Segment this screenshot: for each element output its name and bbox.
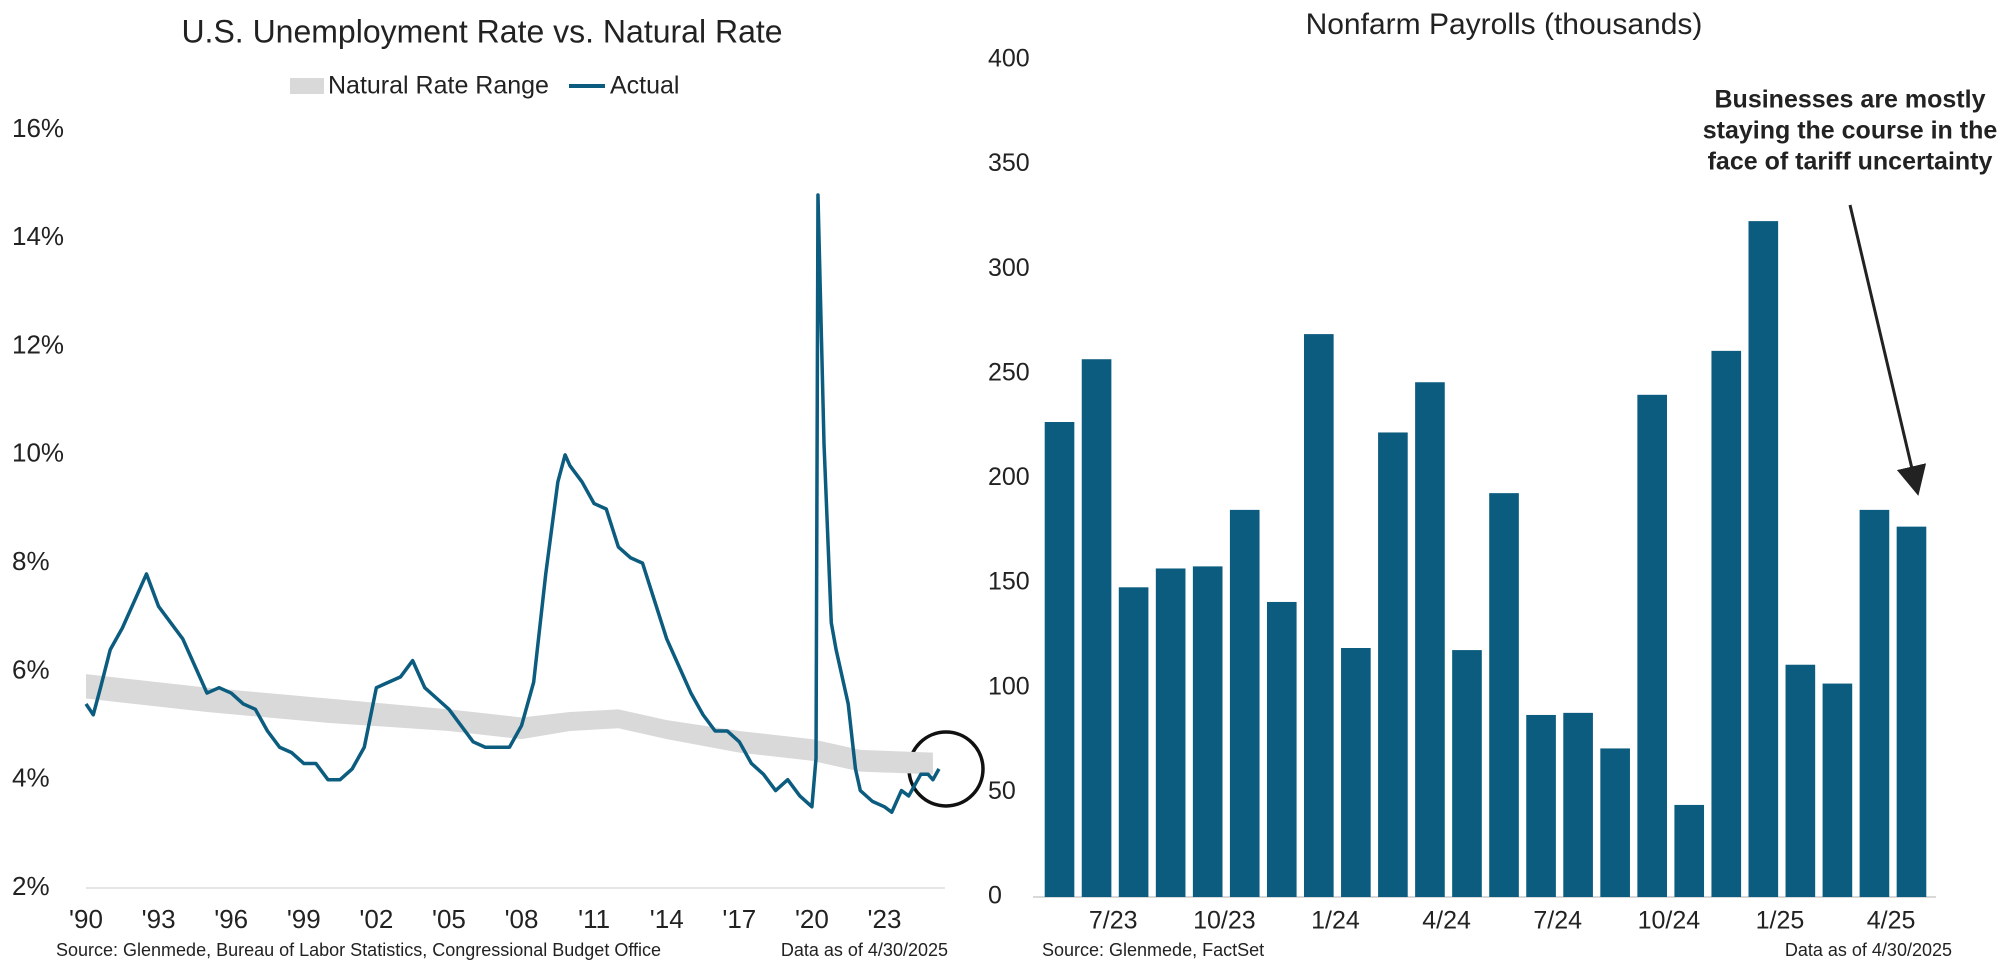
source: Source: Glenmede, Bureau of Labor Statis…: [56, 940, 661, 960]
x-tick-label: 7/23: [1089, 907, 1138, 935]
annotation: Businesses are mostly: [1715, 86, 1986, 114]
x-tick-label: 1/25: [1756, 907, 1805, 935]
y-tick-label: 14%: [12, 221, 64, 251]
x-tick-label: 10/23: [1193, 907, 1256, 935]
bar: [1266, 601, 1297, 897]
bar: [1674, 804, 1705, 897]
y-tick-label: 300: [988, 254, 1030, 282]
note: Data as of 4/30/2025: [781, 940, 948, 960]
natural-rate-band: [86, 674, 933, 775]
bar: [1155, 568, 1186, 897]
x-tick-label: '02: [359, 904, 393, 934]
y-tick-label: 12%: [12, 329, 64, 359]
y-tick-label: 350: [988, 149, 1030, 177]
x-tick-label: '99: [287, 904, 321, 934]
bar: [1637, 394, 1668, 897]
bar: [1303, 334, 1334, 897]
bar: [1378, 432, 1408, 897]
x-tick-label: '05: [432, 904, 466, 934]
y-tick-label: 10%: [12, 438, 64, 468]
chart-title: U.S. Unemployment Rate vs. Natural Rate: [181, 13, 782, 49]
x-tick-label: 10/24: [1638, 907, 1701, 935]
bar: [1044, 422, 1075, 897]
annotation-arrow: [1848, 204, 1927, 496]
y-tick-label: 0: [988, 882, 1002, 910]
note: Data as of 4/30/2025: [1785, 940, 1952, 960]
x-tick-label: '17: [722, 904, 756, 934]
bar: [1896, 526, 1927, 897]
actual-line: [84, 193, 941, 814]
bar: [1748, 221, 1779, 897]
bar: [1229, 509, 1260, 897]
y-tick-label: 400: [988, 45, 1030, 73]
x-tick-label: '93: [142, 904, 176, 934]
x-tick-label: '96: [214, 904, 248, 934]
bar: [1489, 493, 1519, 897]
bar: [1563, 712, 1593, 897]
bar: [1785, 664, 1816, 897]
bar: [1600, 748, 1630, 897]
bar: [1081, 359, 1112, 897]
annotation: staying the course in the: [1703, 117, 1998, 145]
y-tick-label: 100: [988, 672, 1030, 700]
bar: [1822, 683, 1853, 897]
y-tick-label: 50: [988, 777, 1016, 805]
bar: [1452, 650, 1482, 897]
bar: [1192, 566, 1223, 897]
x-tick-label: '20: [795, 904, 829, 934]
x-tick-label: 1/24: [1311, 907, 1360, 935]
x-tick-label: '14: [650, 904, 684, 934]
chart-title: Nonfarm Payrolls (thousands): [1306, 8, 1703, 41]
y-tick-label: 150: [988, 568, 1030, 596]
y-tick-label: 6%: [12, 654, 50, 684]
legend-label: Natural Rate Range: [328, 72, 549, 100]
x-tick-label: 7/24: [1533, 907, 1582, 935]
x-tick-label: '11: [578, 904, 610, 934]
bar: [1526, 714, 1556, 897]
y-tick-label: 8%: [12, 546, 50, 576]
bar: [1341, 647, 1371, 897]
annotation: face of tariff uncertainty: [1708, 148, 1993, 176]
bar: [1711, 350, 1742, 897]
y-tick-label: 16%: [12, 113, 64, 143]
legend-swatch: [290, 78, 324, 94]
x-tick-label: '08: [505, 904, 539, 934]
bar: [1859, 509, 1890, 897]
bar: [1118, 587, 1149, 897]
legend-label: Actual: [610, 72, 679, 100]
source: Source: Glenmede, FactSet: [1042, 940, 1264, 960]
y-tick-label: 4%: [12, 763, 50, 793]
y-tick-label: 250: [988, 358, 1030, 386]
y-tick-label: 200: [988, 463, 1030, 491]
y-tick-label: 2%: [12, 871, 50, 901]
x-tick-label: 4/25: [1867, 907, 1916, 935]
x-tick-label: '90: [69, 904, 103, 934]
x-tick-label: '23: [868, 904, 902, 934]
x-tick-label: 4/24: [1422, 907, 1471, 935]
bar: [1415, 382, 1445, 897]
